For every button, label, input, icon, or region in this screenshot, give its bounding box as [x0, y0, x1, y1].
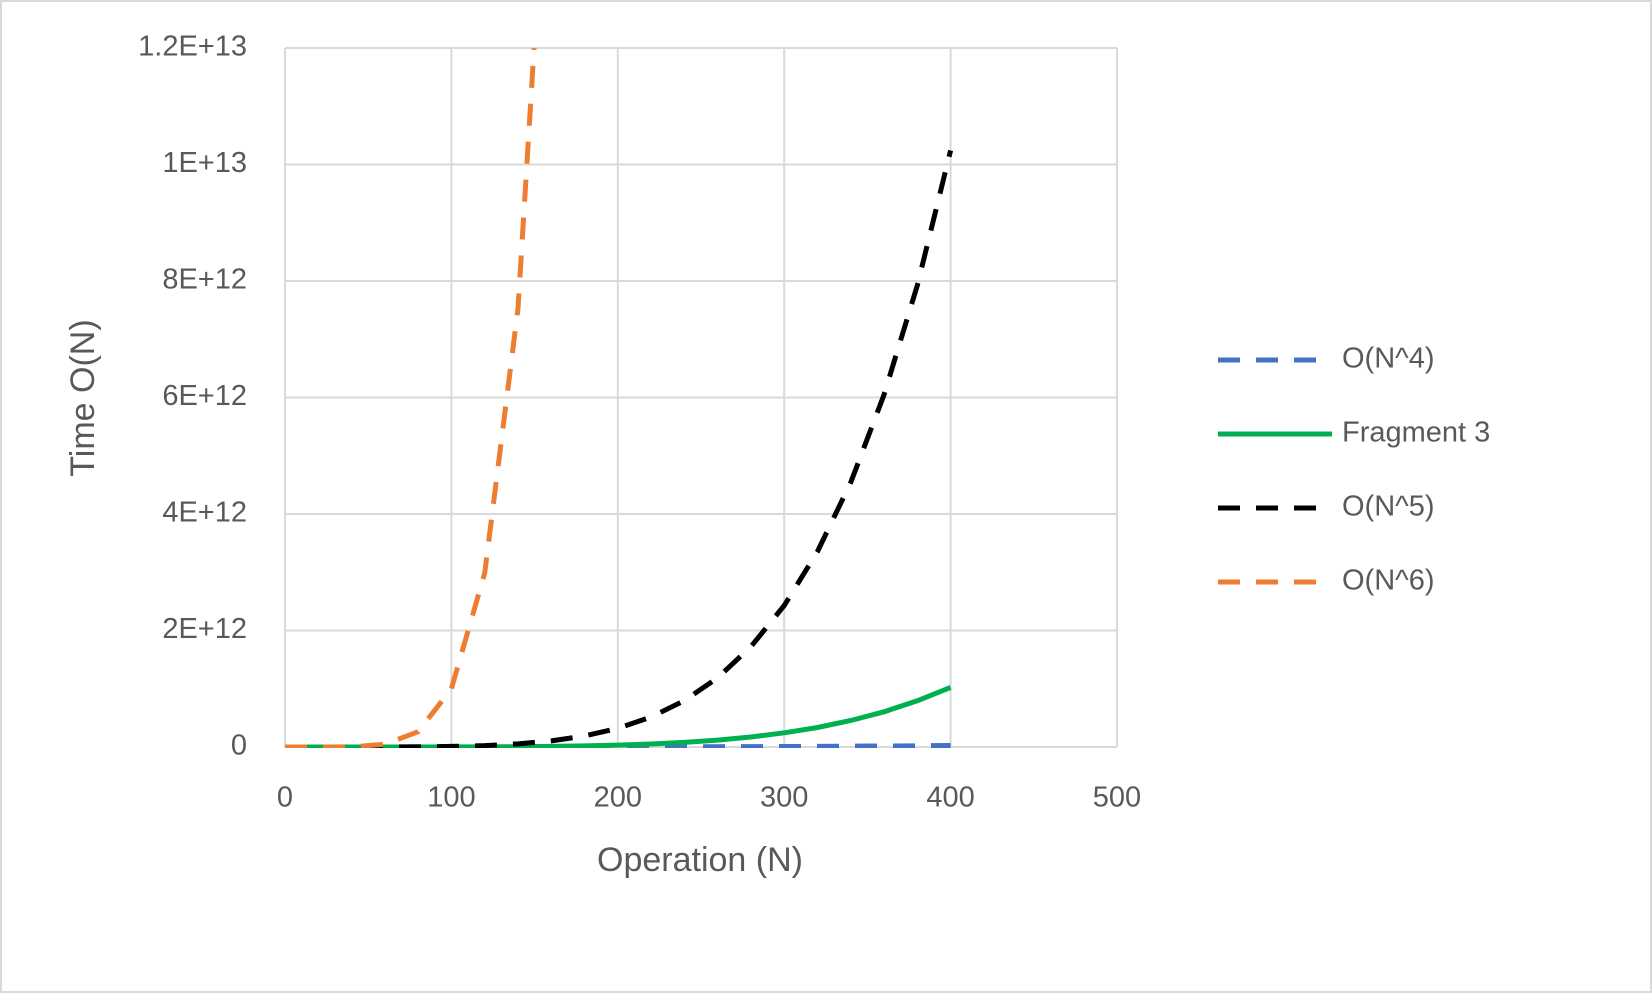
y-tick-label: 0 [231, 730, 247, 762]
y-tick-label: 8E+12 [162, 264, 247, 296]
legend-label: O(N^4) [1342, 343, 1435, 375]
x-tick-label: 100 [427, 782, 475, 814]
plot-area [285, 48, 954, 748]
legend-label: O(N^5) [1342, 491, 1435, 523]
y-tick-label: 1E+13 [162, 147, 247, 179]
legend-label: O(N^6) [1342, 565, 1435, 597]
y-tick-label: 1.2E+13 [138, 31, 247, 63]
x-tick-label: 500 [1093, 782, 1141, 814]
series-line [285, 48, 537, 748]
x-tick-label: 400 [926, 782, 974, 814]
legend-label: Fragment 3 [1342, 417, 1490, 449]
y-axis-label: Time O(N) [64, 319, 102, 476]
x-tick-label: 200 [594, 782, 642, 814]
x-tick-label: 300 [760, 782, 808, 814]
y-tick-label: 4E+12 [162, 497, 247, 529]
x-axis-label: Operation (N) [597, 841, 803, 879]
series-line [285, 685, 952, 748]
y-tick-label: 2E+12 [162, 613, 247, 645]
series-line [285, 149, 954, 748]
y-tick-label: 6E+12 [162, 380, 247, 412]
x-tick-label: 0 [277, 782, 293, 814]
